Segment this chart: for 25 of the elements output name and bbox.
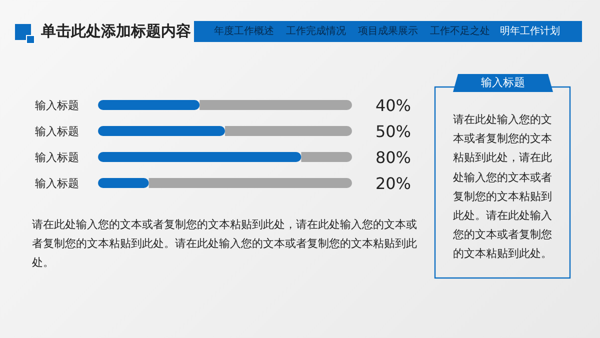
- bar: [200, 100, 352, 110]
- bar: [98, 152, 302, 162]
- text: 年度工作概述: [214, 24, 274, 38]
- text: 工作完成情况: [286, 24, 346, 38]
- bar: [301, 152, 352, 162]
- data-label: 40%: [375, 96, 411, 115]
- y-tick-label: 输入标题: [35, 177, 79, 190]
- chart-title: 单击此处添加标题内容: [41, 22, 191, 41]
- bar: [225, 126, 352, 136]
- bar: [98, 178, 149, 188]
- bar: [98, 126, 225, 136]
- data-label: 80%: [375, 148, 411, 167]
- text: 明年工作计划: [500, 24, 560, 38]
- data-label: 20%: [375, 174, 411, 193]
- data-label: 50%: [375, 122, 411, 141]
- bar: [98, 100, 200, 110]
- y-tick-label: 输入标题: [35, 99, 79, 112]
- text: 工作不足之处: [430, 24, 490, 38]
- text: 请在此处输入您的文本或者复制您的文本粘贴到此处，请在此处输入您的文本或者复制您的文本粘贴到此处。请在此处输入您的文本或者复制您的文本粘贴到此处。: [32, 217, 418, 271]
- y-tick-label: 输入标题: [35, 125, 79, 138]
- text: 请在此处输入您的文本或者复制您的文本粘贴到此处，请在此处输入您的文本或者复制您的文本粘贴到此处。请在此处输入您的文本或者复制您的文本粘贴到此处。: [452, 112, 553, 262]
- text: 输入标题: [455, 76, 551, 90]
- y-tick-label: 输入标题: [35, 151, 79, 164]
- text: 项目成果展示: [358, 24, 418, 38]
- bar: [148, 178, 352, 188]
